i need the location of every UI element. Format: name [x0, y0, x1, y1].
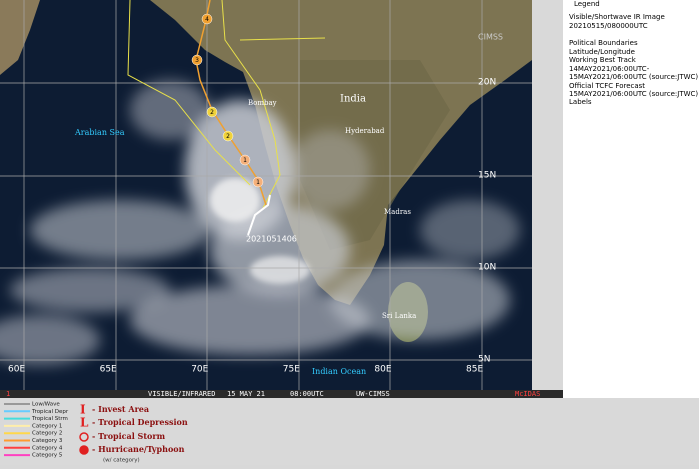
legend-panel — [563, 0, 699, 398]
city-label: Bombay — [248, 99, 277, 107]
key-category: Category 5 — [32, 453, 63, 459]
key-category: Tropical Strm — [31, 416, 68, 422]
key-note: (w/ category) — [103, 458, 140, 464]
footer-product: VISIBLE/INFRARED — [148, 390, 215, 398]
forecast-markers: 1 1 2 2 3 4 — [191, 13, 264, 188]
forecast-marker — [222, 130, 234, 142]
key-description: - Tropical Storm — [92, 431, 166, 441]
track-time-label: 2021051406 — [246, 235, 297, 244]
lat-label: 10N — [478, 263, 496, 273]
lon-label: 85E — [466, 365, 483, 375]
lon-label: 80E — [374, 365, 391, 375]
key-description: - Tropical Depression — [92, 417, 188, 427]
footer-date: 15 MAY 21 — [227, 390, 265, 398]
key-symbol-icon — [79, 432, 89, 442]
city-label: Madras — [384, 208, 411, 216]
key-category: Category 2 — [32, 431, 62, 437]
key-category: Category 3 — [32, 438, 63, 444]
legend-lines: Visible/Shortwave IR Image20210515/08000… — [569, 13, 698, 106]
lon-label: 65E — [100, 365, 117, 375]
ocean-label: Indian Ocean — [312, 367, 366, 376]
country-label: Sri Lanka — [382, 312, 416, 320]
lat-label: 20N — [478, 78, 496, 88]
legend-line: Latitude/Longitude — [569, 48, 635, 56]
forecast-label: 2 — [210, 109, 214, 116]
footer-right: McIDAS — [515, 390, 540, 398]
key-description: - Hurricane/Typhoon — [92, 444, 185, 454]
satellite-image — [0, 0, 532, 390]
legend-line: Labels — [569, 98, 592, 106]
footer-time: 08:00UTC — [290, 390, 324, 398]
key-symbol: L — [80, 416, 89, 430]
sea-label: Arabian Sea — [74, 128, 125, 137]
legend-line: Official TCFC Forecast — [569, 82, 645, 90]
legend-line: 15MAY2021/06:00UTC (source:JTWC) — [569, 90, 698, 98]
footer-left: 1 — [6, 390, 10, 398]
legend-title: Legend — [574, 0, 600, 8]
key-category: Tropical Depr — [31, 409, 69, 415]
legend-line: 14MAY2021/06:00UTC- — [569, 65, 650, 73]
legend-line: Working Best Track — [569, 56, 637, 64]
forecast-marker — [239, 154, 251, 166]
key-category: Category 4 — [32, 445, 63, 451]
forecast-label: 3 — [195, 57, 199, 64]
forecast-marker — [252, 176, 264, 188]
legend-line: Visible/Shortwave IR Image — [569, 13, 665, 21]
key-symbol-icon — [79, 445, 89, 455]
key-description: - Invest Area — [92, 404, 149, 414]
legend-line: Political Boundaries — [569, 39, 638, 47]
forecast-label: 1 — [256, 179, 260, 186]
lat-label: 15N — [478, 171, 496, 181]
legend-line: 15MAY2021/06:00UTC (source:JTWC) — [569, 73, 698, 81]
forecast-marker — [201, 13, 213, 25]
key-category: Low/Wave — [32, 402, 60, 408]
lon-label: 75E — [283, 365, 300, 375]
logo: CIMSS — [478, 33, 503, 42]
lat-label: 5N — [478, 355, 490, 365]
forecast-label: 1 — [243, 157, 247, 164]
forecast-marker — [191, 54, 203, 66]
forecast-marker — [206, 106, 218, 118]
country-label: India — [340, 94, 366, 105]
legend-line: 20210515/080000UTC — [569, 22, 648, 30]
key-category: Category 1 — [32, 423, 62, 429]
forecast-label: 4 — [205, 16, 209, 23]
lon-label: 60E — [8, 365, 25, 375]
footer-bar — [0, 390, 563, 398]
forecast-label: 2 — [226, 133, 230, 140]
lon-label: 70E — [191, 365, 208, 375]
city-label: Hyderabad — [345, 127, 385, 135]
grid-labels: 20N 15N 10N 5N 60E 65E 70E 75E 80E 85E — [8, 78, 496, 375]
key-symbol: I — [80, 403, 86, 417]
footer-source: UW-CIMSS — [356, 390, 390, 398]
